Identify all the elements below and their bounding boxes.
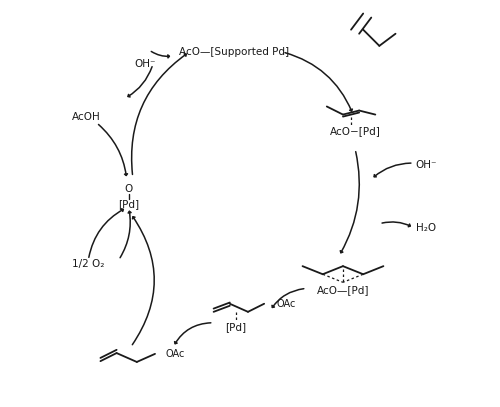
Text: OH⁻: OH⁻ (416, 160, 437, 170)
Text: OAc: OAc (276, 299, 295, 309)
Text: AcOH: AcOH (72, 112, 101, 122)
Text: H₂O: H₂O (416, 223, 436, 233)
Text: 1/2 O₂: 1/2 O₂ (72, 259, 104, 269)
Text: [Pd]: [Pd] (226, 322, 246, 332)
Text: AcO−[Pd]: AcO−[Pd] (330, 126, 380, 136)
Text: OAc: OAc (165, 349, 184, 359)
Text: OH⁻: OH⁻ (134, 59, 156, 69)
Text: [Pd]: [Pd] (118, 199, 140, 209)
Text: AcO—[Pd]: AcO—[Pd] (316, 285, 369, 295)
Text: AcO—[Supported Pd]: AcO—[Supported Pd] (179, 47, 289, 57)
Text: O: O (124, 184, 133, 195)
